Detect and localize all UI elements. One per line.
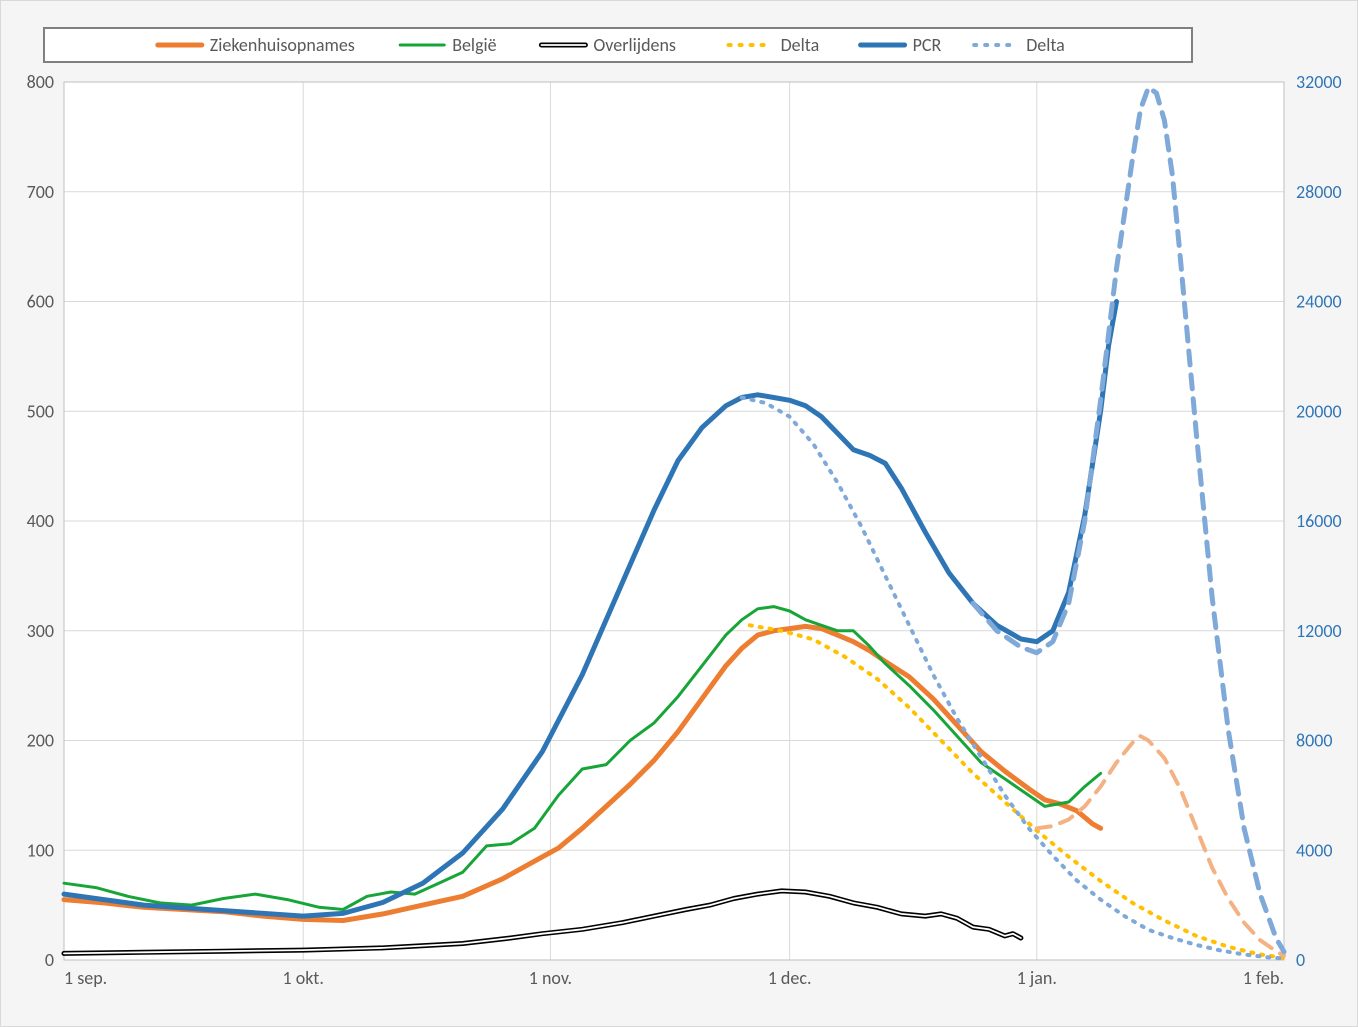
legend-label: Ziekenhuisopnames bbox=[210, 34, 355, 56]
chart-svg: 0100200300400500600700800040008000120001… bbox=[0, 0, 1358, 1027]
x-tick: 1 dec. bbox=[768, 967, 812, 989]
y-left-tick: 400 bbox=[27, 510, 54, 532]
y-left-tick: 600 bbox=[27, 291, 54, 313]
y-left-tick: 500 bbox=[27, 400, 54, 422]
x-tick: 1 sep. bbox=[64, 967, 107, 989]
y-right-tick: 12000 bbox=[1296, 620, 1342, 642]
y-right-tick: 16000 bbox=[1296, 510, 1342, 532]
y-right-tick: 8000 bbox=[1296, 730, 1333, 752]
legend-label: PCR bbox=[913, 34, 942, 56]
y-right-tick: 0 bbox=[1296, 949, 1305, 971]
y-left-tick: 300 bbox=[27, 620, 54, 642]
legend-label: België bbox=[452, 34, 496, 56]
chart-container: { "canvas": {"w":1358,"h":1027}, "plot":… bbox=[0, 0, 1358, 1027]
y-right-tick: 28000 bbox=[1296, 181, 1342, 203]
y-right-tick: 32000 bbox=[1296, 71, 1342, 93]
y-left-tick: 0 bbox=[45, 949, 54, 971]
y-left-tick: 800 bbox=[27, 71, 54, 93]
x-tick: 1 jan. bbox=[1017, 967, 1057, 989]
y-right-tick: 4000 bbox=[1296, 839, 1333, 861]
legend-label: Delta bbox=[1026, 34, 1065, 56]
legend-label: Overlijdens bbox=[593, 34, 676, 56]
y-left-tick: 100 bbox=[27, 839, 54, 861]
x-tick: 1 okt. bbox=[283, 967, 324, 989]
y-right-tick: 20000 bbox=[1296, 400, 1342, 422]
x-tick: 1 feb. bbox=[1243, 967, 1284, 989]
y-left-tick: 200 bbox=[27, 730, 54, 752]
x-tick: 1 nov. bbox=[529, 967, 572, 989]
y-right-tick: 24000 bbox=[1296, 291, 1342, 313]
legend-label: Delta bbox=[781, 34, 820, 56]
y-left-tick: 700 bbox=[27, 181, 54, 203]
